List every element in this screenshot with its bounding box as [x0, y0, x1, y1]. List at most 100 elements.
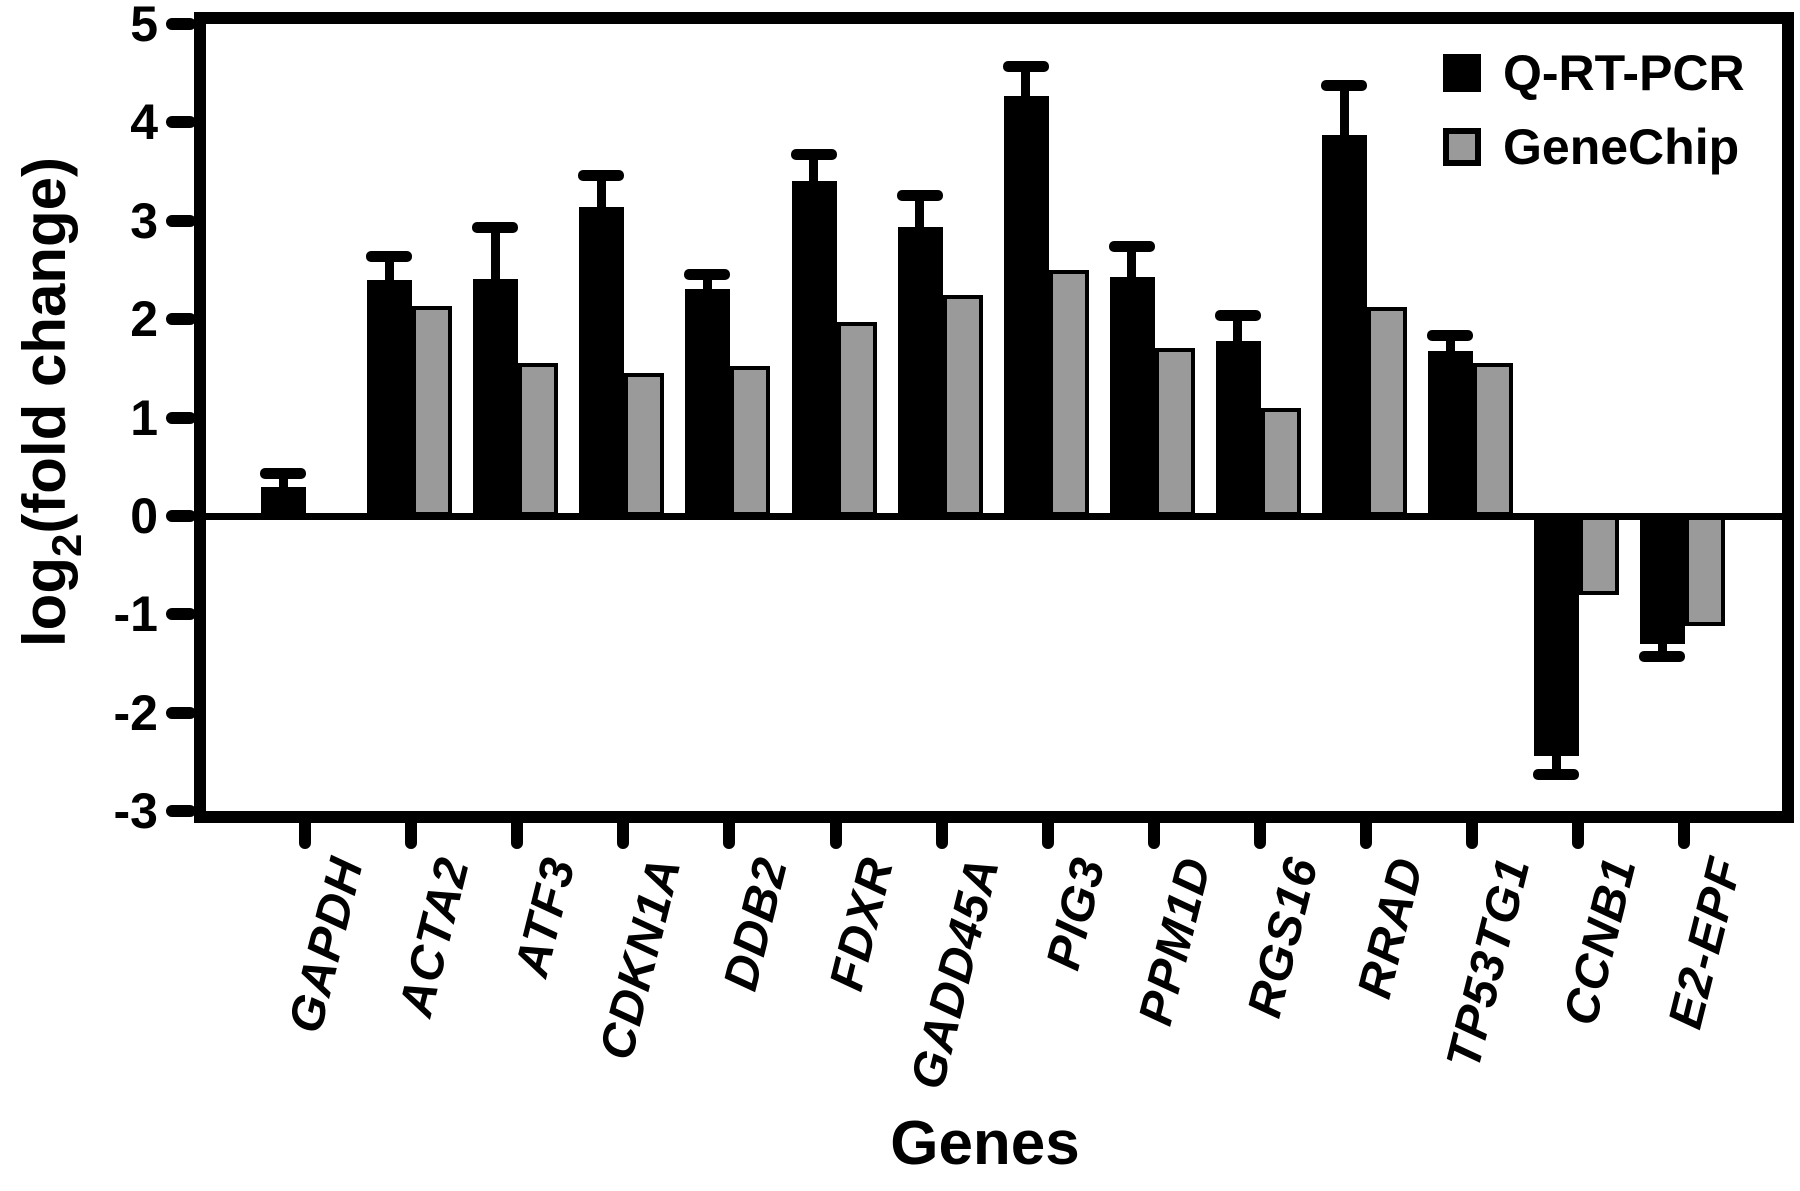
- bar-genechip-DDB2: [730, 366, 771, 516]
- bar-qrtpcr-RRAD: [1322, 135, 1367, 516]
- error-stem-RRAD: [1339, 85, 1349, 142]
- error-stem-TP53TG1: [1445, 335, 1455, 357]
- x-tick-GADD45A: [935, 823, 948, 849]
- bar-qrtpcr-GADD45A: [897, 226, 943, 516]
- error-stem-ACTA2: [384, 256, 394, 286]
- x-tick-CCNB1: [1572, 823, 1585, 849]
- legend-label-genechip: GeneChip: [1503, 119, 1740, 175]
- legend-label-qrtpcr: Q-RT-PCR: [1503, 45, 1745, 101]
- bar-qrtpcr-ATF3: [473, 278, 519, 516]
- x-label-E2-EPF: E2-EPF: [1659, 852, 1753, 1034]
- error-cap-RRAD: [1321, 79, 1367, 91]
- error-stem-CDKN1A: [596, 175, 606, 214]
- x-tick-CDKN1A: [617, 823, 630, 849]
- x-label-CCNB1: CCNB1: [1553, 852, 1647, 1031]
- x-tick-ACTA2: [405, 823, 418, 849]
- legend: Q-RT-PCR GeneChip: [1443, 44, 1745, 176]
- y-tick-label-5: 5: [130, 0, 158, 52]
- zero-baseline: [206, 512, 1782, 520]
- y-tick-label-1: 1: [130, 389, 158, 446]
- error-cap-E2-EPF: [1639, 651, 1686, 663]
- x-label-DDB2: DDB2: [713, 852, 798, 996]
- y-tick-label--2: -2: [113, 684, 158, 741]
- x-tick-E2-EPF: [1678, 823, 1691, 849]
- bar-genechip-ACTA2: [412, 306, 453, 516]
- y-tick-label-3: 3: [130, 192, 158, 249]
- x-tick-TP53TG1: [1466, 823, 1479, 849]
- error-stem-E2-EPF: [1657, 637, 1667, 657]
- bar-qrtpcr-RGS16: [1215, 340, 1261, 516]
- y-tick--1: [166, 608, 196, 621]
- error-stem-GAPDH: [278, 473, 288, 494]
- y-tick-0: [166, 510, 196, 522]
- y-tick-label--3: -3: [113, 783, 158, 840]
- x-label-ATF3: ATF3: [505, 852, 586, 982]
- error-stem-PPM1D: [1127, 246, 1137, 283]
- x-label-GAPDH: GAPDH: [278, 852, 374, 1039]
- bar-genechip-E2-EPF: [1685, 516, 1726, 627]
- x-tick-RRAD: [1360, 823, 1372, 849]
- error-cap-PPM1D: [1108, 240, 1155, 252]
- bar-qrtpcr-DDB2: [685, 288, 731, 516]
- bar-genechip-RGS16: [1260, 407, 1301, 516]
- x-label-FDXR: FDXR: [819, 852, 904, 996]
- bar-qrtpcr-PPM1D: [1109, 276, 1155, 516]
- bar-qrtpcr-CCNB1: [1534, 516, 1580, 757]
- error-cap-CCNB1: [1533, 769, 1580, 781]
- x-label-PPM1D: PPM1D: [1129, 852, 1223, 1031]
- bar-genechip-CCNB1: [1579, 516, 1620, 595]
- legend-row-genechip: GeneChip: [1443, 118, 1745, 176]
- bar-qrtpcr-TP53TG1: [1428, 350, 1474, 516]
- y-tick-label-0: 0: [130, 488, 158, 544]
- error-stem-FDXR: [809, 154, 818, 188]
- x-tick-FDXR: [829, 823, 842, 849]
- x-label-GADD45A: GADD45A: [901, 852, 1011, 1095]
- bar-qrtpcr-E2-EPF: [1640, 516, 1686, 644]
- bar-genechip-FDXR: [836, 322, 877, 516]
- y-tick-3: [166, 214, 196, 227]
- y-axis-title-post: (fold change): [11, 157, 78, 534]
- x-tick-DDB2: [723, 823, 736, 849]
- y-tick-2: [166, 313, 196, 326]
- y-axis-title-pre: log: [11, 557, 78, 647]
- error-stem-GADD45A: [915, 195, 925, 233]
- x-tick-PIG3: [1041, 823, 1054, 849]
- error-stem-CCNB1: [1551, 750, 1561, 775]
- error-cap-RGS16: [1214, 309, 1261, 321]
- x-tick-ATF3: [511, 823, 524, 849]
- y-tick-5: [166, 18, 196, 30]
- bar-qrtpcr-ACTA2: [367, 279, 413, 516]
- error-stem-PIG3: [1021, 66, 1031, 102]
- x-axis-title: Genes: [890, 1109, 1080, 1178]
- bar-qrtpcr-PIG3: [1003, 95, 1049, 516]
- x-label-ACTA2: ACTA2: [389, 852, 480, 1022]
- error-cap-CDKN1A: [578, 170, 625, 182]
- y-tick--3: [166, 805, 196, 818]
- bar-genechip-TP53TG1: [1473, 363, 1514, 516]
- y-axis-title-subscript: 2: [43, 533, 90, 558]
- plot-frame: [194, 12, 1794, 823]
- y-tick-1: [166, 411, 196, 424]
- error-cap-GAPDH: [260, 468, 306, 480]
- bar-qrtpcr-FDXR: [791, 181, 837, 516]
- error-cap-ATF3: [472, 222, 519, 234]
- y-tick-label-2: 2: [130, 291, 158, 348]
- legend-row-qrtpcr: Q-RT-PCR: [1443, 44, 1745, 102]
- error-cap-FDXR: [790, 149, 837, 161]
- x-label-TP53TG1: TP53TG1: [1437, 852, 1541, 1074]
- bar-genechip-CDKN1A: [624, 373, 665, 516]
- error-cap-DDB2: [684, 269, 731, 281]
- y-tick-4: [166, 116, 196, 129]
- error-cap-ACTA2: [366, 250, 413, 262]
- error-stem-DDB2: [702, 274, 712, 295]
- bar-qrtpcr-CDKN1A: [579, 207, 625, 516]
- error-cap-PIG3: [1002, 60, 1049, 72]
- y-axis-title: log2(fold change): [3, 0, 90, 852]
- x-label-RRAD: RRAD: [1348, 852, 1435, 1004]
- error-stem-ATF3: [490, 227, 500, 285]
- bar-genechip-ATF3: [518, 363, 559, 516]
- y-tick--2: [166, 706, 196, 719]
- y-tick-label-4: 4: [130, 94, 158, 151]
- x-label-CDKN1A: CDKN1A: [590, 852, 692, 1065]
